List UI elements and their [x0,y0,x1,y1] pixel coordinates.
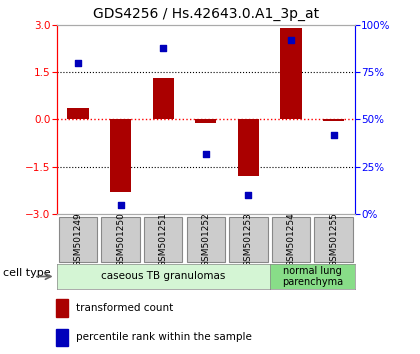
Point [288,37,294,43]
Point [245,193,252,198]
FancyBboxPatch shape [59,217,97,262]
FancyBboxPatch shape [186,217,225,262]
Text: cell type: cell type [3,268,50,278]
Point [330,132,337,137]
Point [160,45,167,50]
FancyBboxPatch shape [272,217,310,262]
Text: percentile rank within the sample: percentile rank within the sample [76,332,252,342]
Point [75,60,81,65]
Text: GSM501255: GSM501255 [329,212,338,267]
Text: GSM501251: GSM501251 [159,212,168,267]
Point [202,151,209,156]
Bar [323,119,344,121]
Title: GDS4256 / Hs.42643.0.A1_3p_at: GDS4256 / Hs.42643.0.A1_3p_at [93,7,319,21]
Text: transformed count: transformed count [76,303,173,313]
FancyBboxPatch shape [229,217,268,262]
Text: GSM501253: GSM501253 [244,212,253,267]
Bar [195,119,216,122]
Text: GSM501249: GSM501249 [74,212,82,267]
Text: GSM501250: GSM501250 [116,212,125,267]
Bar [152,79,174,119]
Bar [110,119,131,192]
Text: GSM501254: GSM501254 [286,212,296,267]
FancyBboxPatch shape [102,217,140,262]
Bar [56,329,68,346]
Bar [56,299,68,317]
Text: caseous TB granulomas: caseous TB granulomas [101,272,226,281]
Text: normal lung
parenchyma: normal lung parenchyma [282,266,343,287]
FancyBboxPatch shape [144,217,182,262]
Text: GSM501252: GSM501252 [201,212,210,267]
Bar [238,119,259,176]
Bar [67,108,89,119]
Bar [281,28,302,119]
Point [117,202,124,207]
FancyBboxPatch shape [315,217,353,262]
